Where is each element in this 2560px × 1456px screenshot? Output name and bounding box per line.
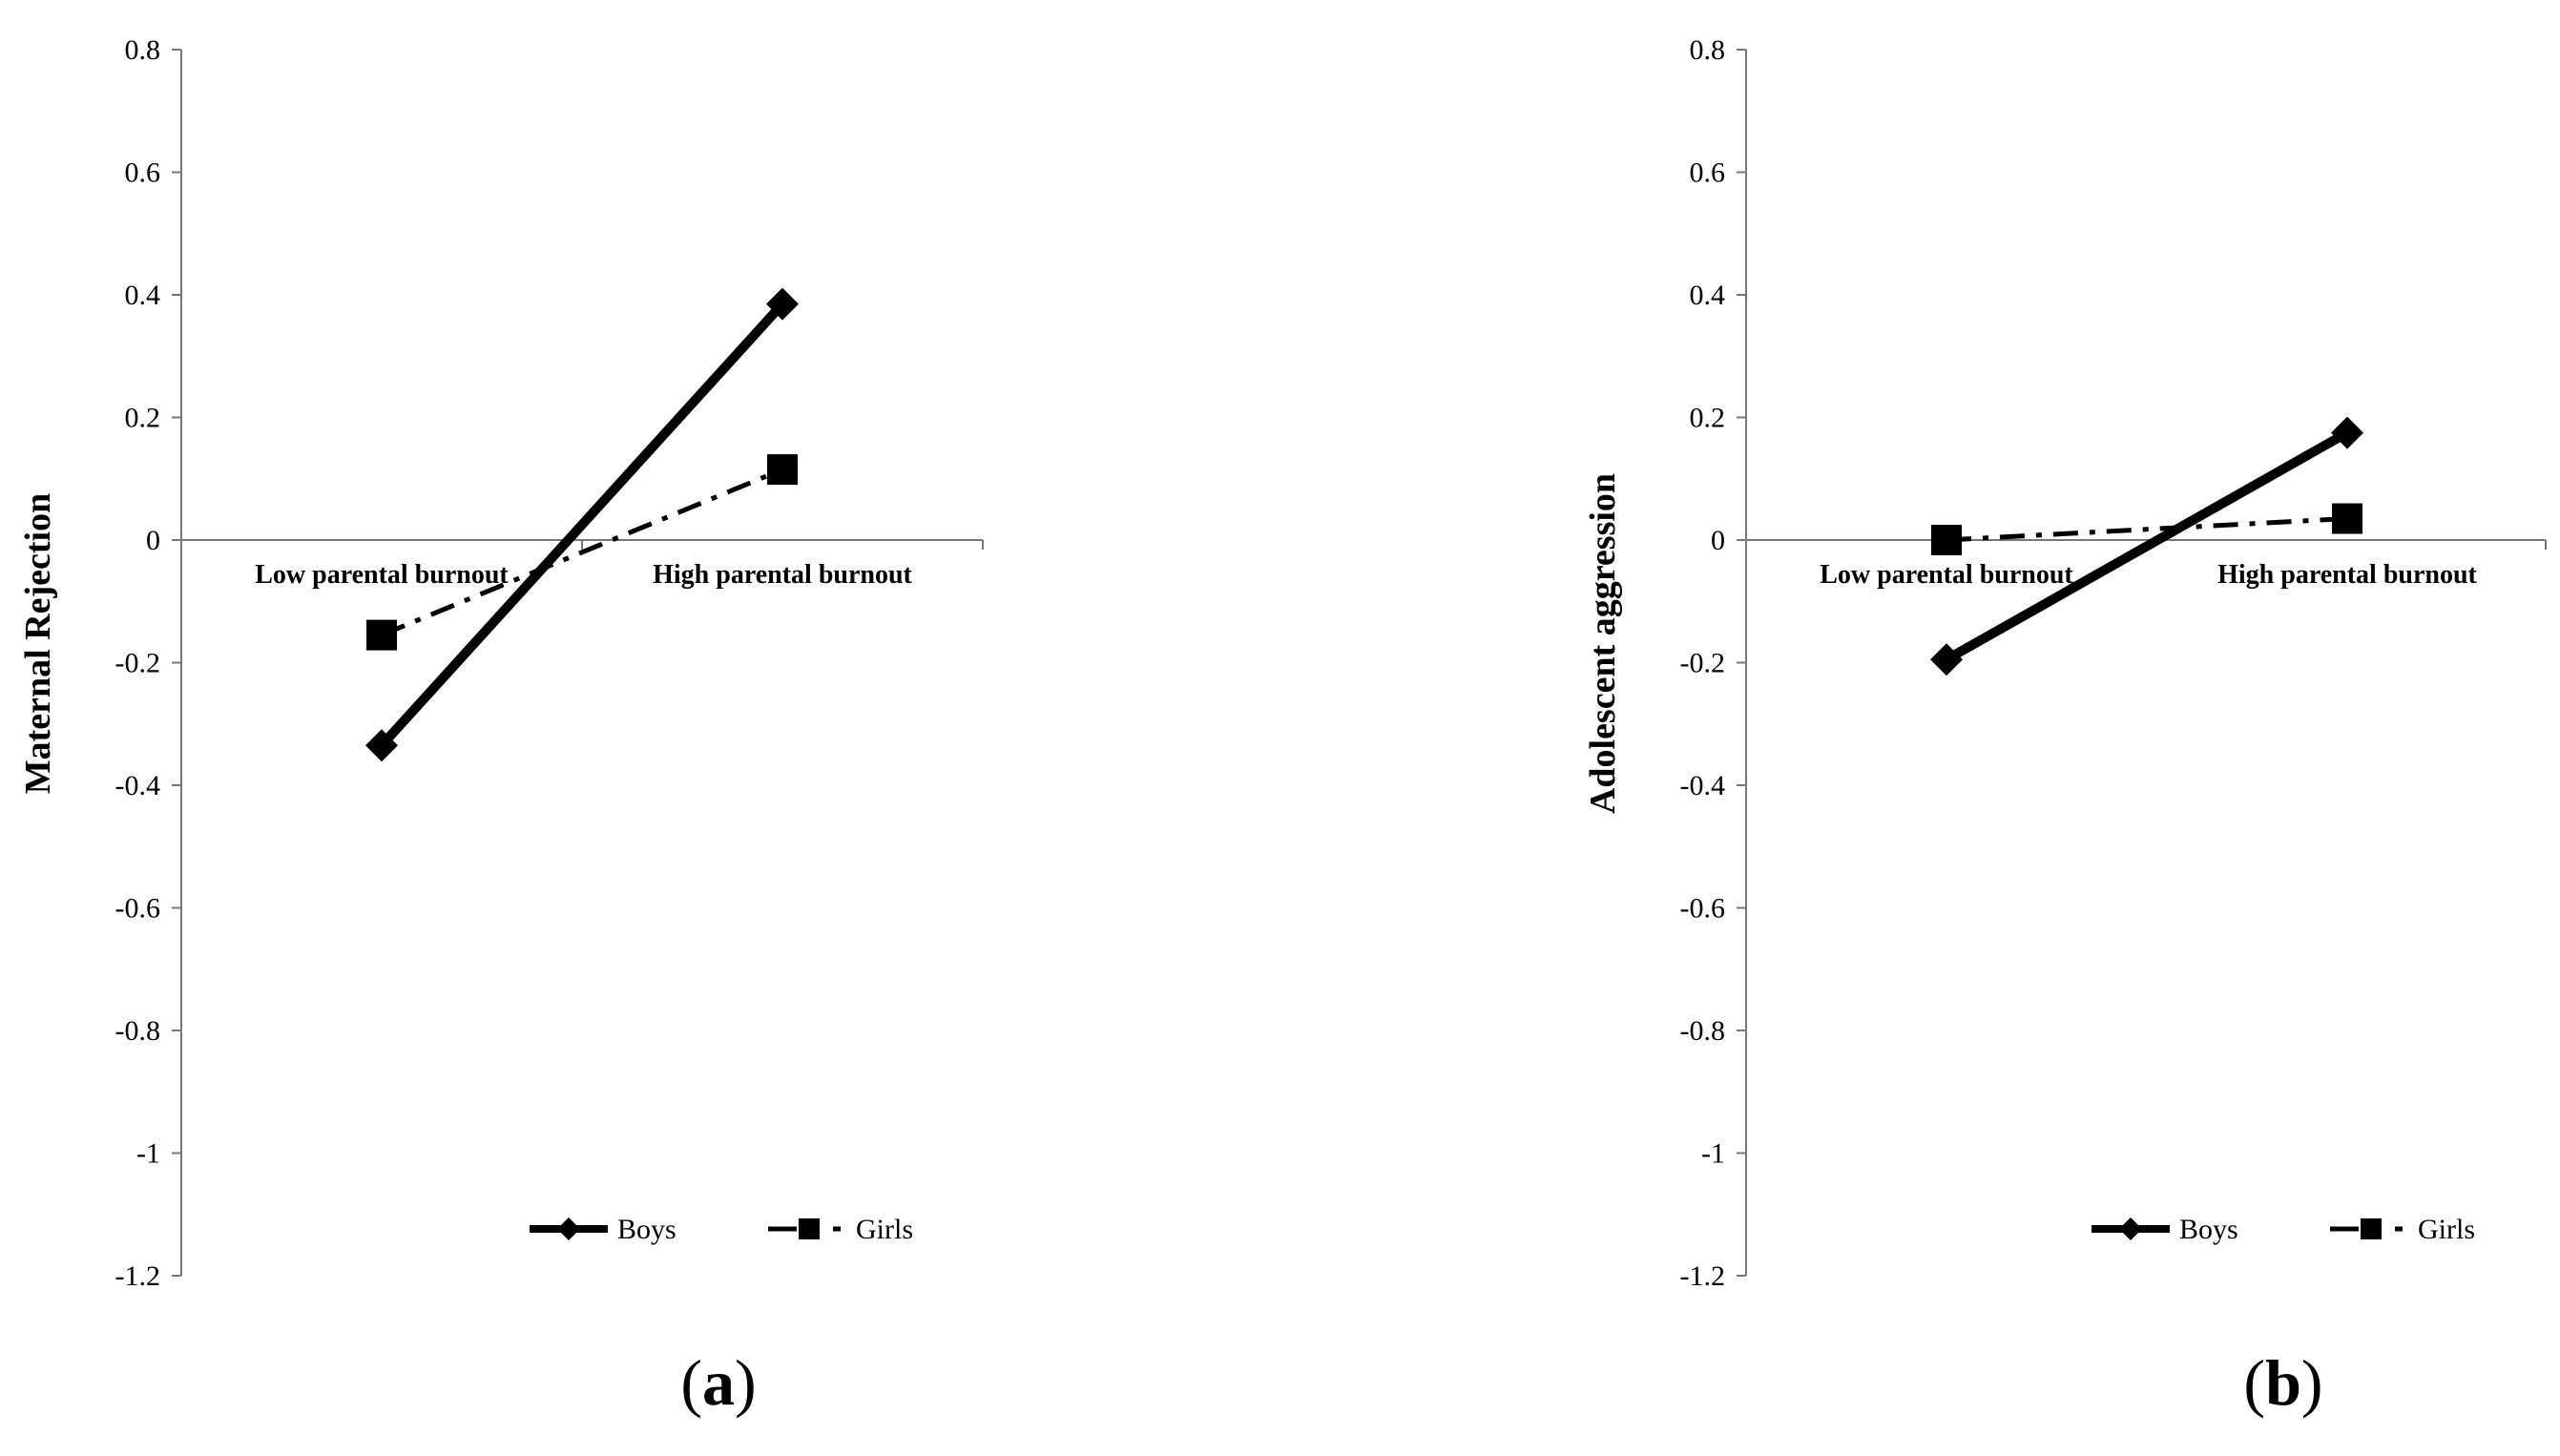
series-line-girls [381, 467, 783, 637]
panel-label-close-paren: ) [735, 1346, 757, 1419]
y-tick-label: -1.2 [1680, 1260, 1726, 1292]
panel-label: (a) [680, 1346, 756, 1419]
panel-label-letter: b [2265, 1346, 2301, 1419]
data-point-boys [2331, 416, 2363, 449]
data-point-boys [1930, 643, 1963, 676]
panel-label-close-paren: ) [2301, 1346, 2323, 1419]
y-tick-label: -0.2 [115, 648, 161, 679]
x-category-label: Low parental burnout [255, 560, 509, 590]
y-tick-label: 0.2 [1690, 403, 1726, 434]
y-tick-label: -0.2 [1680, 648, 1726, 679]
series-line-girls [1946, 516, 2348, 543]
y-tick-label: 0.8 [125, 34, 161, 66]
y-tick-label: 0.2 [125, 403, 161, 434]
chart-panel-a: 0.8 0.6 0.4 0.2 0 -0.2 -0.4 -0.6 -0.8 -1 -1.2 Low p… [18, 34, 984, 1419]
y-tick-label: -0.4 [1680, 770, 1726, 801]
legend-marker-girls [799, 1218, 820, 1239]
panel-label-letter: a [702, 1346, 735, 1419]
legend-label-boys: Boys [2179, 1214, 2238, 1245]
x-category-label: High parental burnout [653, 560, 912, 590]
chart-panel-b: 0.8 0.6 0.4 0.2 0 -0.2 -0.4 -0.6 -0.8 -1 -1.2 Low p… [1583, 34, 2547, 1419]
y-tick-label: 0.4 [1690, 280, 1726, 311]
y-tick-label: -0.6 [1680, 893, 1726, 925]
y-axis-title: Adolescent aggression [1583, 473, 1623, 814]
y-tick-label: 0.6 [125, 157, 161, 189]
panel-label-open-paren: ( [680, 1346, 702, 1419]
y-tick-label: 0 [1711, 525, 1725, 556]
y-axis-title: Maternal Rejection [18, 493, 58, 795]
panel-label-open-paren: ( [2243, 1346, 2265, 1419]
series-line-boys [1944, 428, 2350, 664]
data-point-boys [365, 729, 398, 762]
y-tick-label: 0.6 [1690, 157, 1726, 189]
legend-label-girls: Girls [2418, 1214, 2475, 1245]
data-point-girls [366, 619, 397, 651]
y-tick-label: -1 [136, 1138, 160, 1170]
y-tick-label: -0.8 [115, 1015, 161, 1047]
legend-marker-girls [2361, 1218, 2382, 1239]
y-tick-label: -0.4 [115, 770, 161, 801]
data-point-boys [766, 287, 799, 321]
data-point-girls [2332, 503, 2362, 534]
legend-marker-boys [2119, 1217, 2142, 1240]
series-line-boys [378, 301, 786, 749]
data-point-girls [1931, 525, 1962, 555]
legend-label-boys: Boys [617, 1214, 676, 1245]
data-point-girls [767, 454, 798, 486]
x-category-label: Low parental burnout [1820, 560, 2073, 590]
x-category-label: High parental burnout [2217, 560, 2477, 590]
y-tick-label: 0.8 [1690, 34, 1726, 66]
y-tick-label: 0 [146, 525, 160, 556]
y-tick-label: -0.6 [115, 893, 161, 925]
panel-label: (b) [2243, 1346, 2322, 1419]
legend-marker-boys [557, 1217, 580, 1240]
legend-label-girls: Girls [856, 1214, 913, 1245]
y-tick-label: -0.8 [1680, 1015, 1726, 1047]
y-tick-label: -1.2 [115, 1260, 161, 1292]
y-tick-label: -1 [1701, 1138, 1725, 1170]
y-tick-label: 0.4 [125, 280, 161, 311]
